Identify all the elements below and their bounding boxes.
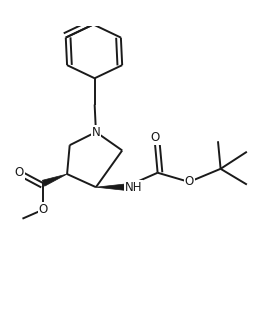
Text: N: N bbox=[92, 126, 100, 138]
Text: O: O bbox=[150, 131, 160, 144]
Polygon shape bbox=[42, 174, 67, 186]
Polygon shape bbox=[96, 184, 125, 190]
Text: O: O bbox=[14, 166, 24, 179]
Text: O: O bbox=[39, 203, 48, 216]
Text: O: O bbox=[184, 176, 194, 188]
Text: NH: NH bbox=[125, 181, 142, 194]
